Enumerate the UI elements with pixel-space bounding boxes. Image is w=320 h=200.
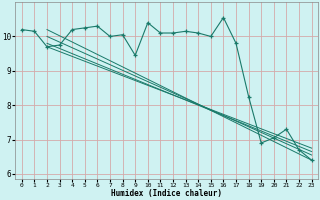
- X-axis label: Humidex (Indice chaleur): Humidex (Indice chaleur): [111, 189, 222, 198]
